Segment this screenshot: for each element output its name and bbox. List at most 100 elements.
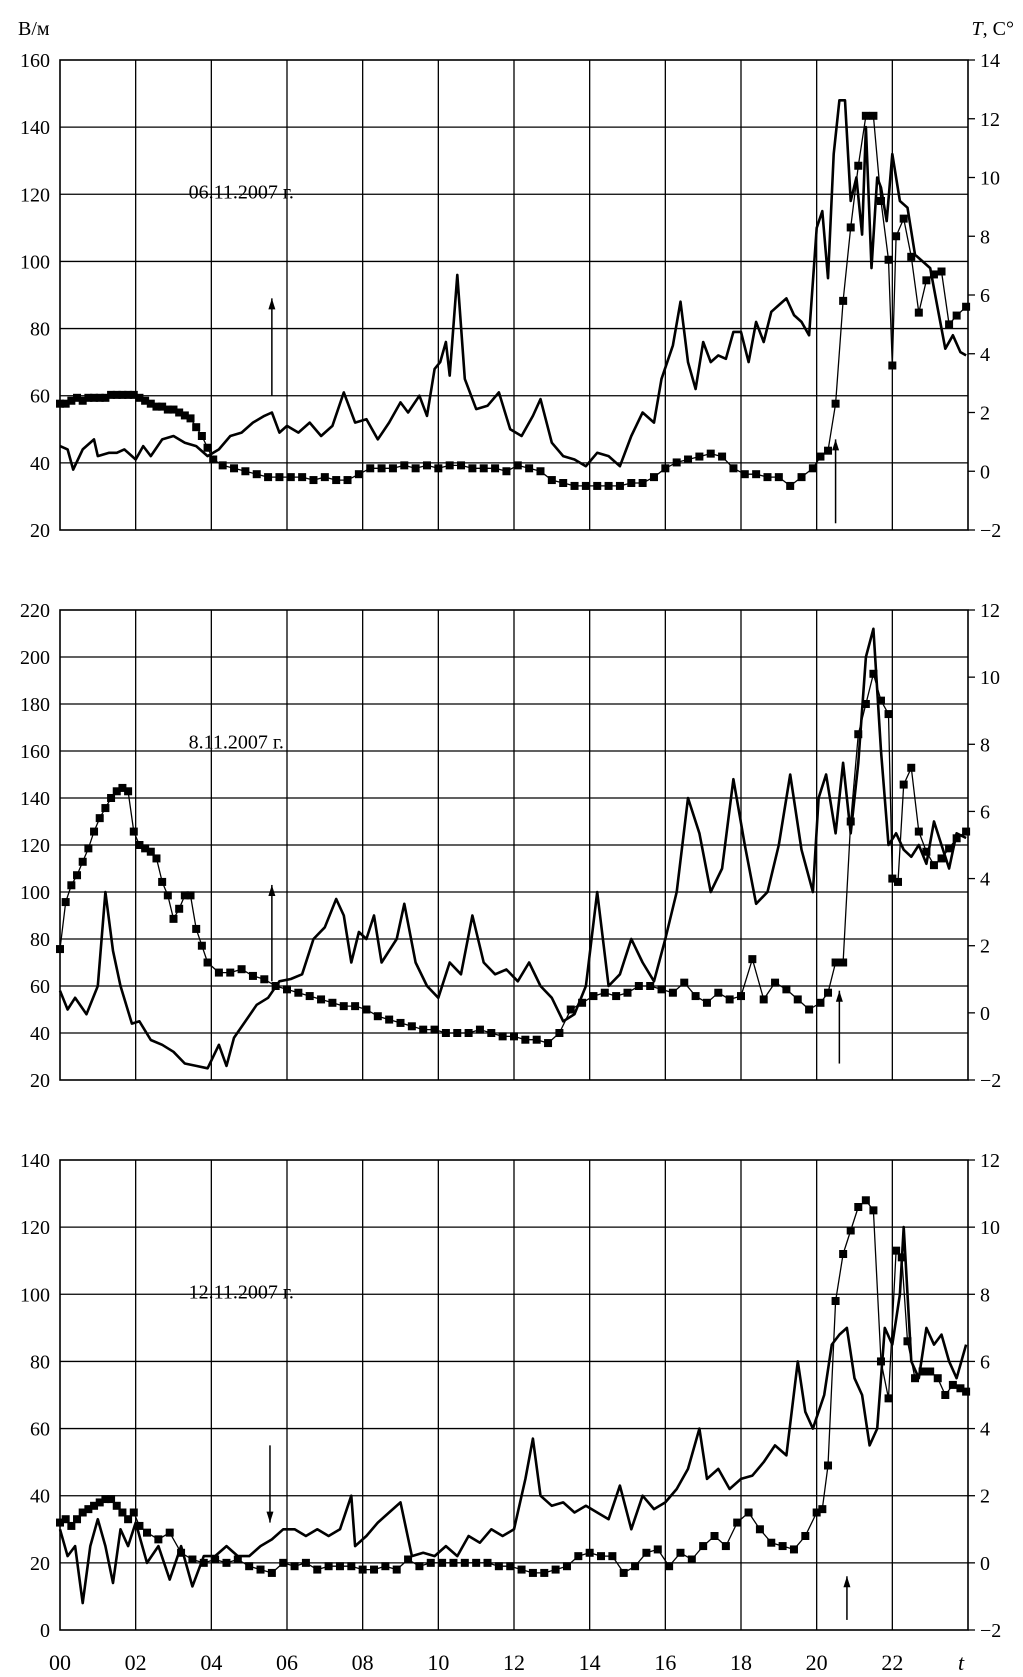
temperature-point	[926, 1367, 935, 1376]
temperature-point	[585, 1548, 594, 1557]
temperature-point	[101, 393, 110, 402]
left-tick-label: 60	[30, 1419, 50, 1441]
temperature-point	[186, 414, 195, 423]
event-arrow-head	[843, 1576, 851, 1588]
temperature-point	[706, 449, 715, 458]
temperature-point	[434, 464, 443, 473]
temperature-point	[668, 988, 677, 997]
right-tick-label: 2	[980, 936, 990, 958]
right-tick-label: 2	[980, 1486, 990, 1508]
right-tick-label: 6	[980, 1351, 990, 1373]
temperature-point	[358, 1565, 367, 1574]
temperature-point	[298, 473, 307, 482]
temperature-point	[729, 464, 738, 473]
temperature-point	[540, 1568, 549, 1577]
temperature-point	[264, 473, 273, 482]
temperature-point	[699, 1542, 708, 1551]
temperature-point	[175, 408, 184, 417]
temperature-point	[494, 1562, 503, 1571]
temperature-point	[510, 1032, 518, 1041]
x-tick-label: 12	[503, 1650, 525, 1675]
temperature-point	[786, 481, 795, 490]
plot-frame	[59, 609, 969, 1081]
temperature-point	[876, 696, 885, 705]
left-tick-label: 100	[20, 882, 50, 904]
temperature-point	[230, 464, 239, 473]
left-tick-label: 20	[30, 1553, 50, 1575]
temperature-point	[305, 992, 314, 1001]
temperature-point	[502, 467, 511, 476]
left-tick-label: 160	[20, 50, 50, 72]
temperature-point	[487, 1029, 496, 1037]
temperature-point	[209, 455, 218, 464]
plot-frame	[59, 59, 969, 531]
temperature-point	[491, 464, 500, 473]
x-tick-label: 20	[806, 1650, 828, 1675]
temperature-point	[186, 891, 195, 900]
temperature-point	[714, 988, 723, 997]
temperature-point	[415, 1562, 424, 1571]
temperature-point	[472, 1558, 481, 1567]
temperature-point	[570, 481, 579, 490]
event-arrow-head	[266, 1511, 274, 1523]
left-tick-label: 140	[20, 1150, 50, 1172]
right-tick-label: −2	[980, 1620, 1001, 1642]
temperature-point	[566, 1005, 575, 1014]
event-arrow-head	[268, 884, 276, 896]
temperature-point	[623, 988, 632, 997]
temperature-point	[260, 975, 269, 984]
temperature-point	[532, 1035, 541, 1044]
temperature-point	[604, 481, 613, 490]
temperature-point	[222, 1558, 231, 1567]
temperature-point	[861, 1196, 870, 1205]
temperature-point	[725, 995, 734, 1004]
temperature-point	[192, 924, 201, 933]
left-tick-label: 220	[20, 600, 50, 622]
temperature-point	[404, 1555, 413, 1564]
temperature-point	[665, 1562, 674, 1571]
temperature-point	[95, 1498, 104, 1507]
temperature-point	[124, 787, 133, 796]
right-tick-label: 4	[980, 869, 990, 891]
temperature-point	[124, 390, 133, 399]
temperature-point	[419, 1025, 428, 1034]
panel-2007-11-08: 20 40 60 80 100 120 140 160 180 200 220 −2 0 2 4 6 8 10 12…	[20, 600, 1001, 1092]
temperature-point	[468, 464, 477, 473]
temperature-point	[317, 995, 326, 1004]
temperature-point	[574, 1552, 583, 1561]
left-tick-label: 40	[30, 453, 50, 475]
series-line-temperature	[59, 673, 967, 1044]
temperature-point	[141, 844, 150, 853]
temperature-point	[649, 473, 658, 482]
left-tick-label: 100	[20, 1284, 50, 1306]
temperature-point	[888, 874, 897, 883]
right-tick-label: 12	[980, 600, 1000, 622]
temperature-point	[888, 361, 897, 370]
temperature-point	[627, 479, 636, 487]
left-tick-label: 80	[30, 929, 50, 951]
temperature-point	[771, 978, 780, 987]
temperature-point	[922, 276, 931, 285]
temperature-point	[56, 1518, 64, 1527]
temperature-point	[922, 847, 931, 856]
temperature-point	[313, 1565, 322, 1574]
temperature-point	[805, 1005, 814, 1014]
temperature-point	[90, 393, 99, 402]
temperature-point	[581, 481, 590, 490]
temperature-point	[129, 827, 138, 836]
temperature-point	[453, 1029, 462, 1037]
temperature-point	[214, 968, 223, 977]
temperature-point	[680, 978, 689, 987]
temperature-point	[339, 1002, 348, 1011]
temperature-point	[774, 473, 783, 482]
temperature-point	[78, 396, 87, 405]
temperature-point	[152, 854, 161, 863]
left-tick-label: 100	[20, 251, 50, 273]
left-tick-label: 20	[30, 520, 50, 542]
left-tick-label: 0	[40, 1620, 50, 1642]
right-tick-label: 12	[980, 109, 1000, 131]
temperature-point	[426, 1558, 435, 1567]
temperature-point	[199, 1558, 208, 1567]
temperature-point	[445, 461, 454, 470]
temperature-point	[169, 405, 178, 414]
